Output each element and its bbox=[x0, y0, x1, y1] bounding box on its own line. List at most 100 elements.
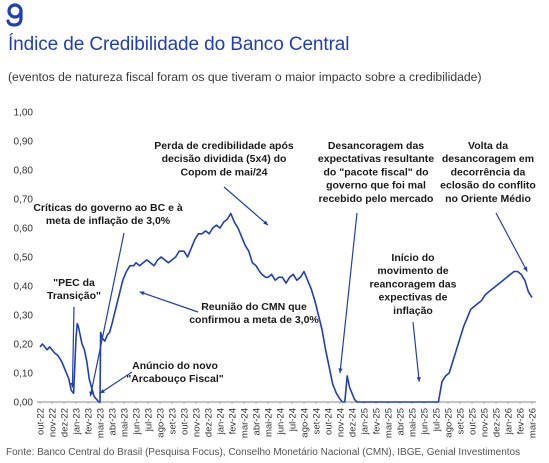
chart-title: Índice de Credibilidade do Banco Central bbox=[8, 34, 350, 55]
annotation-arrowhead bbox=[70, 382, 75, 388]
x-tick-label: mar-25 bbox=[384, 408, 395, 438]
annotation-label: expectativas resultante bbox=[318, 153, 434, 165]
x-tick-label: jun-24 bbox=[276, 408, 287, 435]
annotation-arrowhead bbox=[523, 266, 528, 272]
x-tick-label: mai-24 bbox=[264, 408, 275, 437]
y-tick-label: 0,50 bbox=[14, 253, 34, 264]
annotation-label: expectivas de bbox=[379, 292, 448, 304]
y-tick-label: 0,00 bbox=[14, 398, 34, 409]
series-line bbox=[39, 212, 533, 403]
x-tick-label: fev-23 bbox=[84, 408, 95, 434]
y-tick-label: 0,10 bbox=[14, 369, 34, 380]
annotation-label: Perda de credibilidade após bbox=[154, 140, 294, 152]
annotation-arrowhead bbox=[100, 388, 105, 394]
annotation-label: "PEC da bbox=[53, 277, 95, 289]
annotation-label: meta de inflação de 3,0% bbox=[46, 215, 171, 227]
annotation-arrow bbox=[89, 232, 125, 397]
annotation-label: movimento de bbox=[377, 265, 448, 277]
x-tick-label: nov-22 bbox=[48, 408, 59, 437]
x-tick-label: fev-26 bbox=[516, 408, 527, 434]
x-tick-label: jun-23 bbox=[132, 408, 143, 435]
annotation-label: Desancoragem das bbox=[328, 140, 424, 152]
x-tick-label: jul-24 bbox=[288, 408, 299, 432]
annotation-label: eclosão do conflito bbox=[440, 180, 536, 192]
x-tick-label: set-25 bbox=[456, 408, 467, 434]
annotation-label: Copom de mai/24 bbox=[181, 166, 268, 178]
x-tick-label: abr-25 bbox=[396, 408, 407, 435]
x-tick-label: ago-23 bbox=[156, 408, 167, 438]
x-tick-label: mai-25 bbox=[408, 408, 419, 437]
annotation-label: do "pacote fiscal" do bbox=[323, 166, 428, 178]
x-tick-label: out-25 bbox=[468, 408, 479, 435]
annotation-arrow bbox=[339, 212, 358, 374]
source-note: Fonte: Banco Central do Brasil (Pesquisa… bbox=[6, 447, 521, 458]
x-tick-label: dez-25 bbox=[492, 408, 503, 437]
annotation-arrow bbox=[412, 321, 420, 382]
x-tick-label: mar-26 bbox=[528, 408, 539, 438]
annotation-label: reancoragem das bbox=[370, 278, 457, 290]
x-tick-label: fev-25 bbox=[372, 408, 383, 434]
annotation-label: "Arcabouço Fiscal" bbox=[126, 373, 224, 385]
x-tick-label: set-23 bbox=[168, 408, 179, 434]
annotation-label: no Oriente Médio bbox=[445, 193, 531, 205]
annotation-arrowhead bbox=[263, 220, 268, 226]
x-tick-label: fev-24 bbox=[228, 408, 239, 434]
annotation-label: Volta da bbox=[468, 140, 508, 152]
x-tick-label: mar-23 bbox=[96, 408, 107, 438]
annotation-arrow bbox=[71, 306, 75, 388]
annotation-label: recebido pelo mercado bbox=[319, 193, 434, 205]
x-tick-label: ago-25 bbox=[444, 408, 455, 438]
y-tick-label: 0,70 bbox=[14, 195, 34, 206]
chart-subtitle: (eventos de natureza fiscal foram os que… bbox=[8, 70, 482, 84]
annotation-arrow bbox=[223, 186, 269, 226]
annotation-label: inflação bbox=[393, 305, 433, 317]
y-tick-label: 0,60 bbox=[14, 224, 34, 235]
y-tick-label: 0,20 bbox=[14, 340, 34, 351]
x-tick-label: mar-24 bbox=[240, 408, 251, 438]
x-tick-label: jan-26 bbox=[504, 408, 515, 435]
annotation-arrow bbox=[495, 212, 528, 272]
x-tick-label: jul-23 bbox=[144, 408, 155, 432]
x-tick-label: out-23 bbox=[180, 408, 191, 435]
annotation-label: desancoragem em bbox=[442, 153, 534, 165]
y-tick-label: 0,30 bbox=[14, 311, 34, 322]
x-tick-label: dez-23 bbox=[204, 408, 215, 437]
x-tick-label: dez-24 bbox=[348, 408, 359, 437]
chart-axes: 0,00 0,10 0,20 0,30 0,40 0,50 0,60 0,70 0,80 0,90… bbox=[14, 108, 539, 439]
x-tick-label: set-24 bbox=[312, 408, 323, 434]
x-tick-label: out-22 bbox=[36, 408, 47, 435]
x-tick-label: dez-22 bbox=[60, 408, 71, 437]
y-tick-label: 1,00 bbox=[14, 108, 34, 119]
annotation-arrow bbox=[99, 371, 133, 394]
x-tick-label: nov-23 bbox=[192, 408, 203, 437]
chart-series bbox=[39, 212, 533, 403]
annotation-label: Reunião do CMN que bbox=[201, 301, 307, 313]
x-tick-label: jan-23 bbox=[72, 408, 83, 435]
annotation-arrowhead bbox=[338, 368, 343, 373]
x-tick-label: mai-23 bbox=[120, 408, 131, 437]
x-tick-label: jul-25 bbox=[432, 408, 443, 432]
x-tick-label: ago-24 bbox=[300, 408, 311, 438]
annotation-label: Início do bbox=[391, 252, 434, 264]
annotation-arrowhead bbox=[139, 291, 145, 296]
x-tick-label: nov-25 bbox=[480, 408, 491, 437]
y-tick-label: 0,40 bbox=[14, 282, 34, 293]
x-tick-label: jan-24 bbox=[216, 408, 227, 435]
x-tick-label: nov-24 bbox=[336, 408, 347, 437]
annotation-label: decorrência da bbox=[451, 166, 526, 178]
x-tick-label: abr-23 bbox=[108, 408, 119, 435]
y-tick-label: 0,80 bbox=[14, 166, 34, 177]
genial-g-logo-icon bbox=[6, 3, 23, 27]
annotation-arrowhead bbox=[89, 391, 94, 397]
annotation-arrowhead bbox=[416, 376, 421, 382]
x-tick-label: jun-25 bbox=[420, 408, 431, 435]
annotation-label: decisão dividida (5x4) do bbox=[162, 153, 287, 165]
x-tick-label: abr-24 bbox=[252, 408, 263, 435]
x-tick-label: jan-25 bbox=[360, 408, 371, 435]
annotation-label: Anúncio do novo bbox=[132, 360, 218, 372]
annotation-label: confirmou a meta de 3,0% bbox=[189, 314, 319, 326]
y-tick-label: 0,90 bbox=[14, 137, 34, 148]
annotation-label: governo que foi mal bbox=[326, 180, 426, 192]
